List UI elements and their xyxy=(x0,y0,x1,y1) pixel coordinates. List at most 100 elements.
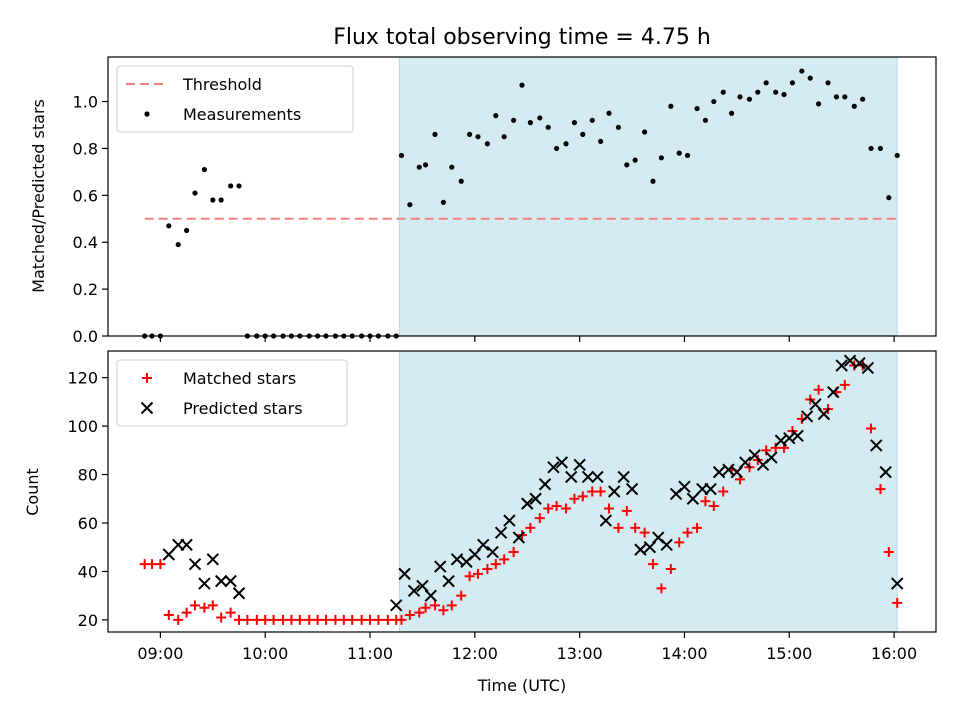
measurement-point xyxy=(763,80,769,86)
measurement-point xyxy=(860,96,866,102)
measurement-point xyxy=(201,166,208,173)
matched-star-point xyxy=(356,614,367,625)
top-y-tick-label: 0.8 xyxy=(73,139,98,158)
legend-measurement-swatch xyxy=(144,111,150,117)
measurement-point xyxy=(166,223,172,229)
measurement-point xyxy=(720,89,726,95)
matched-star-point xyxy=(866,423,877,434)
predicted-star-point xyxy=(180,538,193,552)
predicted-star-point xyxy=(817,407,831,421)
bottom-y-axis-label: Count xyxy=(23,468,42,516)
measurement-point xyxy=(218,197,224,203)
predicted-star-point xyxy=(870,439,883,452)
measurement-point xyxy=(501,134,507,140)
top-y-tick-label: 0.6 xyxy=(73,186,98,205)
matched-star-point xyxy=(813,384,824,395)
legend-entry-label: Measurements xyxy=(183,105,301,124)
predicted-star-point xyxy=(765,451,778,464)
measurement-point xyxy=(432,131,438,137)
matched-star-point xyxy=(490,559,501,570)
measurement-point xyxy=(807,75,813,81)
matched-star-point xyxy=(251,614,262,625)
predicted-star-point xyxy=(591,470,604,484)
x-tick-label: 16:00 xyxy=(871,644,917,663)
matched-star-point xyxy=(674,537,685,548)
predicted-star-point xyxy=(827,385,840,399)
predicted-star-point xyxy=(224,574,237,588)
predicted-star-point xyxy=(879,465,892,479)
measurement-point xyxy=(781,91,787,98)
predicted-star-point xyxy=(686,492,700,505)
measurement-point xyxy=(650,178,656,184)
legend-entry-label: Predicted stars xyxy=(183,399,303,418)
bottom-y-tick-label: 100 xyxy=(67,417,98,436)
top-y-tick-label: 1.0 xyxy=(73,93,98,112)
measurement-point xyxy=(729,110,735,116)
measurement-point xyxy=(493,113,499,119)
matched-star-point xyxy=(181,607,192,618)
measurement-point xyxy=(642,129,648,135)
matched-star-point xyxy=(155,559,166,570)
matched-star-point xyxy=(525,522,536,533)
matched-star-point xyxy=(268,614,279,625)
matched-star-point xyxy=(404,610,415,621)
matched-star-point xyxy=(365,614,376,625)
predicted-star-point xyxy=(891,577,904,590)
predicted-star-point xyxy=(608,485,621,498)
predicted-star-point xyxy=(547,461,560,474)
predicted-star-point xyxy=(791,429,804,442)
top-y-axis-label: Matched/Predicted stars xyxy=(29,99,48,293)
matched-star-point xyxy=(883,547,894,558)
predicted-star-point xyxy=(555,456,569,469)
matched-star-point xyxy=(446,600,457,611)
measurement-point xyxy=(833,94,840,100)
x-tick-label: 14:00 xyxy=(661,644,707,663)
measurement-point xyxy=(527,120,533,126)
measurement-point xyxy=(685,152,691,159)
predicted-star-point xyxy=(861,361,875,375)
predicted-star-point xyxy=(214,574,228,588)
measurement-point xyxy=(694,105,700,112)
top-legend: Threshold Measurements xyxy=(116,65,354,133)
matched-star-point xyxy=(603,503,614,514)
measurement-point xyxy=(877,145,884,152)
measurement-point xyxy=(842,94,848,100)
bottom-legend: Matched stars Predicted stars xyxy=(116,359,348,427)
measurement-point xyxy=(702,117,709,123)
x-tick-label: 10:00 xyxy=(242,644,288,663)
predicted-star-point xyxy=(625,482,639,496)
predicted-star-point xyxy=(704,482,717,496)
matched-star-point xyxy=(312,614,323,625)
matched-star-point xyxy=(648,559,659,570)
matched-star-point xyxy=(587,486,598,497)
predicted-star-point xyxy=(494,526,508,539)
predicted-star-point xyxy=(538,478,552,491)
matched-star-point xyxy=(373,614,384,625)
measurement-point xyxy=(580,131,586,137)
predicted-star-point xyxy=(434,560,447,573)
predicted-star-point xyxy=(800,410,814,423)
matched-star-point xyxy=(207,600,218,611)
predicted-star-point xyxy=(660,538,673,552)
measurement-point xyxy=(799,68,805,74)
matched-star-point xyxy=(304,614,315,625)
matched-star-point xyxy=(534,513,545,524)
matched-star-point xyxy=(543,503,554,514)
top-y-tick-label: 0.4 xyxy=(73,233,98,252)
measurement-point xyxy=(632,157,638,163)
top-y-tick-label: 0.2 xyxy=(73,280,98,299)
predicted-star-point xyxy=(853,356,866,370)
predicted-star-point xyxy=(188,557,202,571)
top-y-tick-label: 0.0 xyxy=(73,327,98,346)
matched-star-point xyxy=(700,496,711,507)
legend-predicted-swatch xyxy=(140,401,154,415)
measurement-point xyxy=(571,120,578,126)
predicted-star-point xyxy=(565,470,578,484)
predicted-star-point xyxy=(390,599,403,612)
measurement-point xyxy=(676,150,682,156)
legend-box xyxy=(116,359,348,427)
legend-entry-label: Threshold xyxy=(182,75,262,94)
matched-star-point xyxy=(430,600,441,611)
predicted-star-point xyxy=(712,465,726,479)
measurement-point xyxy=(545,124,551,130)
